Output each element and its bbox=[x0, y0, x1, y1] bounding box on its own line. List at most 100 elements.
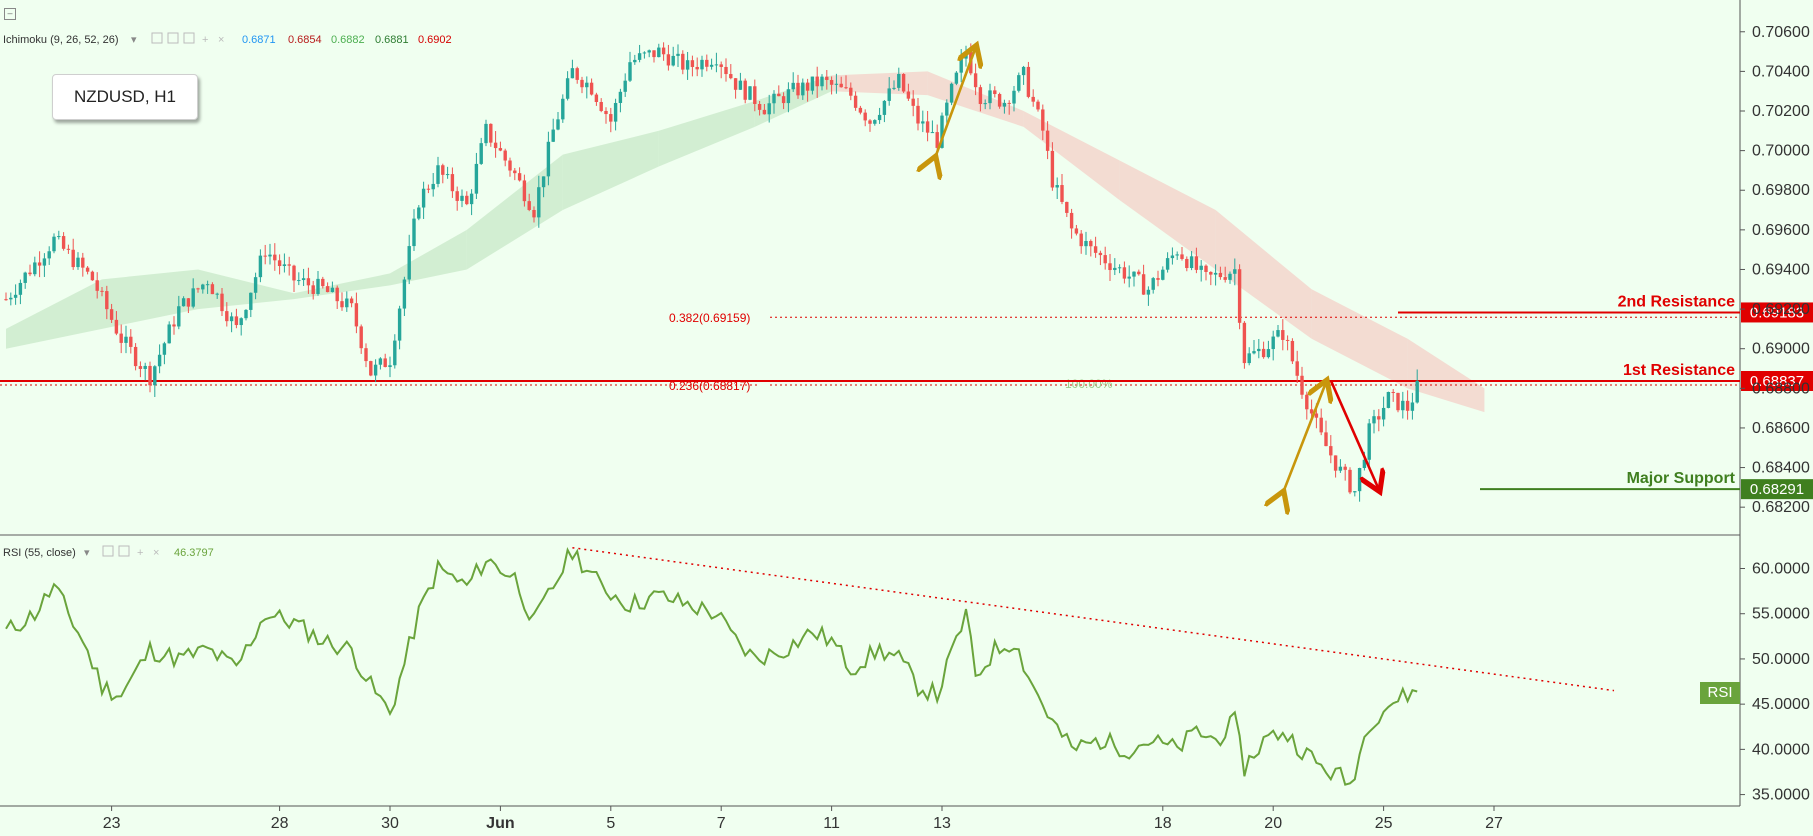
close-icon[interactable]: × bbox=[218, 34, 224, 46]
candle-body bbox=[1242, 322, 1247, 364]
candle-body bbox=[268, 254, 272, 257]
candle-body bbox=[1295, 361, 1299, 376]
eye-icon[interactable] bbox=[102, 545, 114, 557]
candle-body bbox=[1175, 254, 1179, 256]
candle-body bbox=[4, 299, 8, 301]
candle-body bbox=[623, 80, 627, 92]
rsi-line bbox=[5, 546, 1418, 786]
candle-body bbox=[983, 103, 987, 105]
candle-body bbox=[1012, 90, 1016, 104]
candle-body bbox=[412, 218, 416, 247]
candle-body bbox=[1194, 256, 1199, 270]
candle-body bbox=[95, 280, 99, 291]
candle-body bbox=[1252, 351, 1256, 354]
candle-body bbox=[383, 358, 387, 368]
candle-body bbox=[441, 165, 445, 175]
candle-body bbox=[1141, 274, 1146, 295]
plus-icon[interactable]: + bbox=[202, 34, 208, 46]
rsi-legend-label: RSI (55, close) bbox=[3, 547, 76, 559]
ichimoku-legend[interactable]: Ichimoku (9, 26, 52, 26) ▾ + × 0.6871 0.… bbox=[3, 32, 452, 46]
candle-body bbox=[781, 96, 786, 104]
candle-body bbox=[815, 76, 819, 87]
candle-body bbox=[676, 53, 680, 56]
format-icon[interactable] bbox=[183, 32, 195, 44]
rsi-axis[interactable]: 60.0000 55.0000 50.0000 45.0000 40.0000 35.00… bbox=[1740, 561, 1810, 804]
candle-body bbox=[306, 278, 311, 286]
candle-body bbox=[513, 170, 517, 174]
candle-body bbox=[1401, 400, 1405, 411]
fib-percent-label: 100.00% bbox=[1065, 377, 1113, 391]
candle-body bbox=[1113, 267, 1117, 271]
price-axis[interactable]: 0.70600 0.70400 0.70200 0.70000 0.69800 0.696… bbox=[1740, 24, 1810, 516]
rsi-tick-label: 60.0000 bbox=[1752, 561, 1810, 578]
candle-body bbox=[1209, 271, 1213, 275]
chevron-down-icon[interactable]: ▾ bbox=[84, 547, 90, 559]
candle-body bbox=[657, 47, 661, 58]
time-tick-label: 27 bbox=[1485, 815, 1503, 832]
candle-body bbox=[61, 236, 66, 249]
gear-icon[interactable] bbox=[167, 32, 179, 44]
candle-body bbox=[993, 90, 997, 95]
candle-body bbox=[1002, 102, 1007, 107]
gear-icon[interactable] bbox=[118, 545, 130, 557]
candle-body bbox=[892, 87, 896, 89]
candle-body bbox=[373, 364, 378, 376]
candle-body bbox=[325, 286, 330, 293]
candle-body bbox=[76, 257, 80, 268]
candle-body bbox=[431, 183, 435, 190]
candle-body bbox=[911, 98, 915, 106]
candle-body bbox=[700, 59, 704, 70]
chevron-down-icon[interactable]: ▾ bbox=[131, 34, 137, 46]
candle-body bbox=[109, 309, 114, 320]
candle-body bbox=[1405, 400, 1410, 411]
candle-body bbox=[762, 109, 767, 115]
candle-body bbox=[469, 193, 474, 205]
cloud-segment bbox=[658, 101, 755, 167]
candle-body bbox=[1021, 66, 1026, 76]
rsi-pane[interactable] bbox=[0, 536, 1740, 806]
candle-body bbox=[1041, 109, 1045, 131]
candle-body bbox=[733, 78, 738, 90]
candle-body bbox=[748, 86, 752, 100]
candle-body bbox=[829, 79, 834, 85]
time-tick-label: 20 bbox=[1264, 815, 1282, 832]
eye-icon[interactable] bbox=[151, 32, 163, 44]
legend-buttons[interactable]: + × bbox=[151, 32, 224, 46]
candle-body bbox=[1353, 491, 1357, 493]
projection-arrow[interactable] bbox=[935, 48, 976, 159]
candle-body bbox=[1281, 330, 1285, 340]
projection-arrow[interactable] bbox=[1329, 379, 1379, 489]
candle-body bbox=[105, 291, 109, 310]
fib-label: 0.382(0.69159) bbox=[669, 311, 750, 325]
candle-body bbox=[532, 209, 536, 218]
candle-body bbox=[340, 301, 344, 308]
time-tick-label: Jun bbox=[486, 815, 514, 832]
candle-body bbox=[834, 83, 839, 85]
candle-body bbox=[402, 279, 407, 309]
close-icon[interactable]: × bbox=[153, 547, 159, 559]
candle-body bbox=[1069, 212, 1074, 229]
candle-body bbox=[580, 79, 584, 88]
candle-body bbox=[297, 280, 301, 282]
candle-body bbox=[604, 110, 608, 115]
rsi-legend[interactable]: RSI (55, close) ▾ + × 46.3797 bbox=[3, 545, 214, 559]
candle-body bbox=[1079, 233, 1083, 247]
candle-body bbox=[407, 246, 411, 280]
candle-body bbox=[1290, 340, 1295, 362]
collapse-icon[interactable]: – bbox=[4, 8, 16, 20]
candle-body bbox=[565, 78, 570, 99]
candle-body bbox=[177, 306, 181, 327]
projection-arrow[interactable] bbox=[1283, 382, 1326, 493]
candle-body bbox=[393, 340, 397, 366]
candle-body bbox=[359, 326, 363, 349]
candle-body bbox=[1156, 278, 1160, 280]
candle-body bbox=[709, 64, 714, 67]
candle-body bbox=[33, 262, 37, 275]
candle-body bbox=[417, 207, 421, 219]
plus-icon[interactable]: + bbox=[137, 547, 143, 559]
candle-body bbox=[897, 73, 901, 88]
time-axis[interactable]: 23 28 30 Jun 5 7 11 13 18 20 25 27 bbox=[103, 806, 1503, 832]
price-tick-label: 0.70200 bbox=[1752, 103, 1810, 120]
rsi-trendline[interactable] bbox=[572, 546, 1615, 692]
